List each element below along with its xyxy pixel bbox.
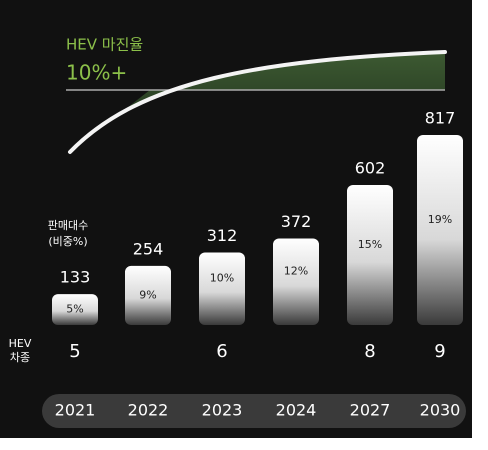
x-tick-label: 2023: [202, 401, 243, 420]
share-label: 15%: [358, 238, 382, 251]
chart-title: HEV 마진율: [66, 36, 143, 54]
bar: [417, 135, 463, 325]
x-tick-label: 2022: [128, 401, 169, 420]
row-label: (비중%): [48, 235, 87, 248]
model-count: 8: [364, 341, 375, 362]
margin-area: [70, 52, 445, 152]
x-tick-label: 2021: [55, 401, 96, 420]
share-label: 9%: [139, 288, 156, 301]
bar: [347, 185, 393, 325]
model-count: 9: [434, 341, 445, 362]
model-count: 6: [216, 341, 227, 362]
value-label: 372: [281, 212, 312, 231]
share-label: 10%: [210, 272, 234, 285]
value-label: 133: [60, 268, 91, 287]
value-label: 817: [425, 109, 456, 128]
value-label: 602: [355, 159, 386, 178]
annotation: 10%+: [66, 61, 127, 85]
row-label: 판매대수: [48, 219, 88, 232]
value-label: 254: [133, 239, 164, 258]
value-label: 312: [207, 226, 238, 245]
share-label: 12%: [284, 265, 308, 278]
bar: [52, 294, 98, 325]
row-label: HEV: [9, 337, 32, 350]
year-strip: [42, 394, 466, 428]
model-count: 5: [69, 341, 80, 362]
share-label: 19%: [428, 213, 452, 226]
x-tick-label: 2030: [420, 401, 461, 420]
bar: [273, 238, 319, 325]
margin-curve: [68, 50, 447, 154]
bar: [125, 265, 171, 325]
row-label: 차종: [10, 351, 30, 364]
bar: [199, 252, 245, 325]
x-tick-label: 2024: [276, 401, 317, 420]
x-tick-label: 2027: [350, 401, 391, 420]
share-label: 5%: [66, 303, 83, 316]
